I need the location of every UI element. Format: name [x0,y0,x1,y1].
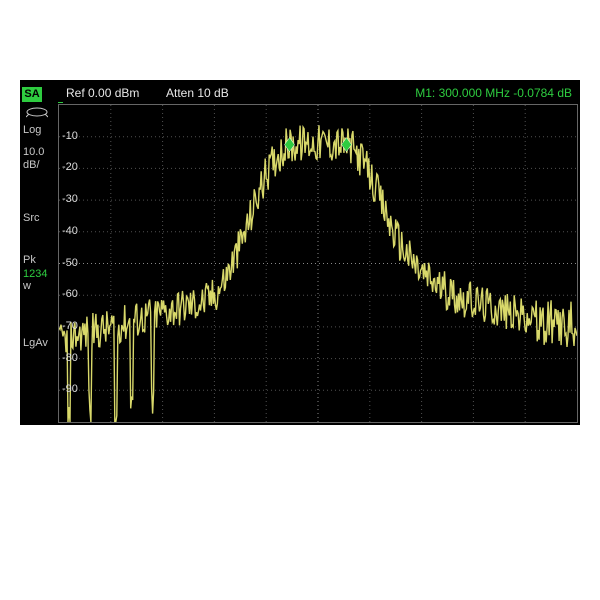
scale-label-val: 10.0 [23,146,44,158]
analyzer-screen: SA Log 10.0 dB/ Src Pk 1234 w LgAv Ref 0… [20,80,580,425]
marker-readout: M1: 300.000 MHz -0.0784 dB [415,86,572,100]
spectrum-plot[interactable] [58,104,578,423]
src-label: Src [23,212,40,224]
scale-label-unit: dB/ [23,159,40,171]
ref-line-indicator [58,102,63,103]
log-label: Log [23,124,41,136]
mode-badge: SA [22,87,42,102]
sweep-icon [26,106,48,118]
left-sidebar: SA Log 10.0 dB/ Src Pk 1234 w LgAv [20,80,58,425]
lgav-label: LgAv [23,337,48,349]
header-bar: Ref 0.00 dBm Atten 10 dB M1: 300.000 MHz… [58,86,580,102]
plot-svg [59,105,577,422]
trace-label: 1234 [23,268,47,280]
ref-level: Ref 0.00 dBm [66,86,139,100]
w-label: w [23,280,31,292]
pk-label: Pk [23,254,36,266]
attenuation: Atten 10 dB [166,86,229,100]
